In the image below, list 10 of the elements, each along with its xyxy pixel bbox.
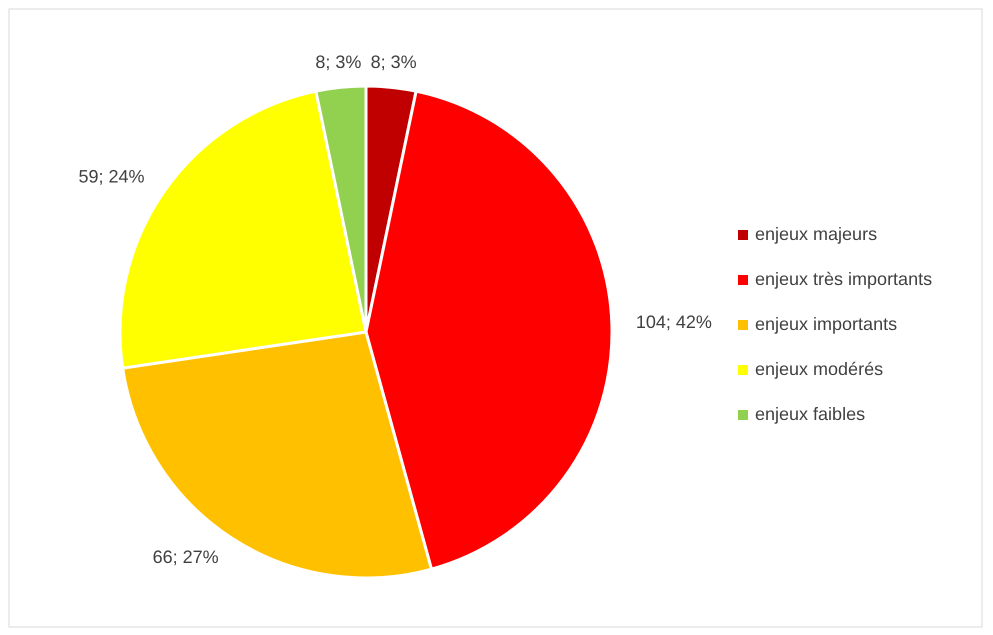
data-label: 59; 24% bbox=[78, 166, 145, 186]
legend-label: enjeux faibles bbox=[755, 404, 866, 424]
legend-label: enjeux très importants bbox=[755, 268, 932, 289]
data-label: 66; 27% bbox=[152, 547, 219, 568]
data-label: 8; 3% bbox=[370, 52, 417, 72]
legend-label: enjeux importants bbox=[755, 314, 898, 334]
legend-label: enjeux majeurs bbox=[755, 224, 878, 244]
legend-label: enjeux modérés bbox=[755, 358, 884, 379]
data-label: 8; 3% bbox=[315, 52, 362, 72]
data-label: 104; 42% bbox=[636, 312, 712, 332]
